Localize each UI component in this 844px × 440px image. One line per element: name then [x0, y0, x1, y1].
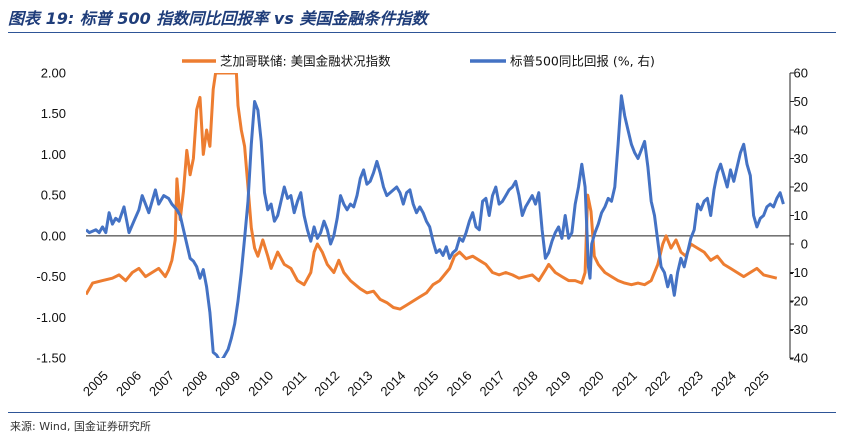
- series-line-spx: [86, 94, 785, 358]
- x-tick-label: 2005: [80, 368, 111, 399]
- y-right-tick-label: -10: [789, 265, 808, 280]
- x-tick-label: 2021: [609, 368, 640, 399]
- x-tick-label: 2019: [543, 368, 574, 399]
- chart-title: 图表 19: 标普 500 指数同比回报率 vs 美国金融条件指数: [8, 9, 428, 28]
- series-line-fci: [86, 73, 778, 311]
- y-left-tick-label: 2.00: [41, 66, 66, 81]
- x-tick-label: 2011: [279, 368, 309, 398]
- x-tick-label: 2025: [741, 368, 772, 399]
- y-right-tick-label: 20: [794, 180, 808, 195]
- top-divider: [8, 32, 836, 33]
- y-left-tick-label: -1.50: [36, 351, 66, 366]
- y-right-tick-label: -30: [789, 322, 808, 337]
- y-right-tick-label: 0: [801, 237, 808, 252]
- legend-label-spx: 标普500同比回报 (%, 右): [510, 54, 655, 69]
- y-right-tick-label: 50: [794, 94, 808, 109]
- x-tick-label: 2023: [675, 368, 706, 399]
- y-right-tick-label: 60: [794, 66, 808, 81]
- x-tick-label: 2010: [245, 368, 276, 399]
- x-tick-label: 2006: [113, 368, 144, 399]
- y-right-tick-label: 10: [794, 208, 808, 223]
- source-note: 来源: Wind, 国金证券研究所: [10, 420, 151, 433]
- legend-label-fci: 芝加哥联储: 美国金融状况指数: [220, 54, 391, 69]
- x-tick-label: 2016: [444, 368, 475, 399]
- y-left-tick-label: -0.50: [36, 269, 66, 284]
- legend: 芝加哥联储: 美国金融状况指数 标普500同比回报 (%, 右): [182, 54, 655, 69]
- x-tick-label: 2018: [510, 368, 541, 399]
- x-tick-label: 2022: [642, 368, 673, 399]
- x-tick-label: 2007: [146, 368, 177, 399]
- y-left-tick-label: 0.50: [41, 188, 66, 203]
- series-group: [86, 73, 785, 358]
- x-tick-label: 2020: [576, 368, 607, 399]
- x-tick-label: 2015: [410, 368, 441, 399]
- x-tick-label: 2017: [477, 368, 508, 399]
- x-tick-label: 2024: [708, 368, 739, 399]
- y-left-tick-label: 1.50: [41, 106, 66, 121]
- x-tick-label: 2013: [344, 368, 375, 399]
- y-right-tick-label: -20: [789, 294, 808, 309]
- y-right-tick-label: 30: [794, 151, 808, 166]
- x-tick-label: 2014: [377, 368, 408, 399]
- bottom-divider: [8, 412, 836, 413]
- y-right-tick-label: -40: [789, 351, 808, 366]
- x-tick-label: 2012: [311, 368, 342, 399]
- y-left-tick-label: 0.00: [41, 228, 66, 243]
- y-left-tick-label: -1.00: [36, 310, 66, 325]
- y-left-tick-label: 1.00: [41, 147, 66, 162]
- x-tick-label: 2009: [212, 368, 243, 399]
- x-tick-label: 2008: [179, 368, 210, 399]
- y-right-tick-label: 40: [794, 123, 808, 138]
